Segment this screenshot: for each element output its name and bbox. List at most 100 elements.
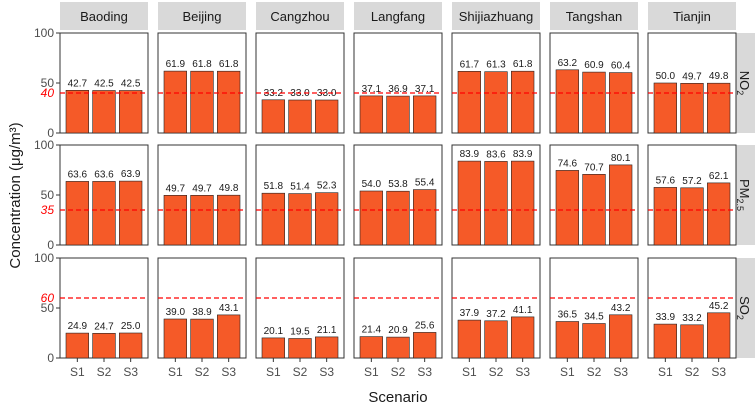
- value-label-langfang-no2-s2: 36.9: [388, 84, 408, 95]
- bar-cangzhou-so2-s3: [315, 336, 339, 359]
- bar-tangshan-no2-s2: [582, 71, 606, 134]
- bar-baoding-so2-s3: [119, 332, 143, 359]
- value-label-shijiazhuang-no2-s2: 61.3: [486, 60, 506, 71]
- value-label-tangshan-no2-s2: 60.9: [584, 60, 604, 71]
- value-label-tianjin-pm25-s3: 62.1: [709, 171, 729, 182]
- bar-tianjin-pm25-s1: [653, 187, 677, 246]
- bar-beijing-no2-s3: [217, 70, 241, 134]
- facet-label-tangshan: Tangshan: [566, 9, 622, 24]
- x-tick-label-langfang-s3: S3: [417, 365, 432, 379]
- bar-tangshan-so2-s2: [582, 323, 606, 359]
- y-axis-title: Concentration (μg/m³): [7, 122, 24, 268]
- value-label-beijing-pm25-s2: 49.7: [192, 183, 212, 194]
- facet-label-baoding: Baoding: [80, 9, 128, 24]
- value-label-baoding-so2-s1: 24.9: [68, 321, 88, 332]
- bar-tianjin-no2-s1: [653, 82, 677, 134]
- value-label-baoding-so2-s3: 25.0: [121, 321, 141, 332]
- value-label-tangshan-so2-s1: 36.5: [558, 310, 578, 321]
- x-axis-title: Scenario: [368, 389, 427, 406]
- value-label-baoding-no2-s3: 42.5: [121, 79, 141, 90]
- y-tick-label-so2-0: 0: [47, 351, 54, 365]
- bar-beijing-pm25-s3: [217, 194, 241, 246]
- bar-tangshan-so2-s1: [555, 321, 579, 359]
- value-label-langfang-so2-s2: 20.9: [388, 325, 408, 336]
- value-label-tianjin-no2-s2: 49.7: [682, 71, 702, 82]
- bar-baoding-so2-s1: [65, 332, 89, 359]
- y-tick-label-so2-50: 50: [41, 301, 55, 315]
- facet-strip-shijiazhuang: [452, 2, 540, 30]
- bar-tianjin-no2-s2: [680, 83, 704, 134]
- bar-cangzhou-pm25-s2: [288, 193, 312, 246]
- y-tick-label-pm25-0: 0: [47, 238, 54, 252]
- bar-langfang-no2-s2: [386, 95, 410, 134]
- value-label-tangshan-pm25-s1: 74.6: [558, 158, 578, 169]
- y-tick-label-pm25-100: 100: [34, 138, 54, 152]
- value-label-cangzhou-pm25-s2: 51.4: [290, 182, 310, 193]
- bar-baoding-pm25-s1: [65, 181, 89, 246]
- bar-shijiazhuang-so2-s1: [457, 319, 481, 359]
- x-tick-label-baoding-s3: S3: [123, 365, 138, 379]
- bar-tianjin-pm25-s2: [680, 187, 704, 246]
- value-label-shijiazhuang-so2-s1: 37.9: [460, 308, 480, 319]
- x-tick-label-baoding-s2: S2: [97, 365, 112, 379]
- value-label-langfang-so2-s1: 21.4: [362, 325, 382, 336]
- bar-beijing-so2-s1: [163, 318, 187, 359]
- value-label-baoding-no2-s2: 42.5: [94, 79, 114, 90]
- bar-shijiazhuang-no2-s3: [511, 70, 535, 134]
- bar-beijing-pm25-s1: [163, 195, 187, 246]
- threshold-axis-label-pm25: 35: [41, 203, 55, 217]
- bar-tangshan-pm25-s3: [609, 164, 633, 246]
- value-label-beijing-so2-s2: 38.9: [192, 307, 212, 318]
- facet-label-cangzhou: Cangzhou: [270, 9, 329, 24]
- x-tick-label-langfang-s2: S2: [391, 365, 406, 379]
- x-tick-label-baoding-s1: S1: [70, 365, 85, 379]
- bar-shijiazhuang-so2-s2: [484, 320, 508, 359]
- value-label-cangzhou-pm25-s1: 51.8: [264, 181, 284, 192]
- value-label-cangzhou-so2-s3: 21.1: [317, 325, 337, 336]
- x-tick-label-beijing-s1: S1: [168, 365, 183, 379]
- value-label-shijiazhuang-so2-s2: 37.2: [486, 309, 506, 320]
- value-label-cangzhou-no2-s3: 33.0: [317, 88, 337, 99]
- value-label-beijing-no2-s1: 61.9: [166, 59, 186, 70]
- value-label-tangshan-pm25-s3: 80.1: [611, 153, 631, 164]
- x-tick-label-cangzhou-s3: S3: [319, 365, 334, 379]
- bar-shijiazhuang-pm25-s2: [484, 161, 508, 246]
- value-label-beijing-so2-s3: 43.1: [219, 303, 239, 314]
- value-label-tianjin-pm25-s1: 57.6: [656, 175, 676, 186]
- value-label-beijing-no2-s3: 61.8: [219, 59, 239, 70]
- x-tick-label-beijing-s2: S2: [195, 365, 210, 379]
- threshold-axis-label-so2: 60: [41, 291, 55, 305]
- bar-cangzhou-so2-s2: [288, 338, 312, 359]
- value-label-shijiazhuang-pm25-s1: 83.9: [460, 149, 480, 160]
- value-label-shijiazhuang-so2-s3: 41.1: [513, 305, 533, 316]
- value-label-tianjin-pm25-s2: 57.2: [682, 176, 702, 187]
- bar-beijing-so2-s2: [190, 318, 214, 359]
- x-tick-label-langfang-s1: S1: [364, 365, 379, 379]
- value-label-cangzhou-so2-s1: 20.1: [264, 326, 284, 337]
- value-label-beijing-no2-s2: 61.8: [192, 59, 212, 70]
- bar-cangzhou-no2-s3: [315, 99, 339, 134]
- value-label-tangshan-so2-s2: 34.5: [584, 312, 604, 323]
- value-label-langfang-no2-s3: 37.1: [415, 84, 435, 95]
- y-tick-label-no2-50: 50: [41, 76, 55, 90]
- bar-tianjin-no2-s3: [707, 82, 731, 134]
- x-tick-label-beijing-s3: S3: [221, 365, 236, 379]
- bar-langfang-no2-s1: [359, 95, 383, 134]
- bar-langfang-pm25-s1: [359, 190, 383, 246]
- y-tick-label-no2-100: 100: [34, 26, 54, 40]
- value-label-shijiazhuang-pm25-s3: 83.9: [513, 149, 533, 160]
- value-label-langfang-no2-s1: 37.1: [362, 84, 382, 95]
- y-tick-label-pm25-50: 50: [41, 188, 55, 202]
- bar-cangzhou-no2-s2: [288, 99, 312, 134]
- facet-strip-langfang: [354, 2, 442, 30]
- threshold-axis-label-no2: 40: [41, 86, 55, 100]
- value-label-baoding-so2-s2: 24.7: [94, 321, 114, 332]
- bar-langfang-pm25-s2: [386, 190, 410, 246]
- bar-shijiazhuang-pm25-s3: [511, 160, 535, 246]
- bar-shijiazhuang-no2-s1: [457, 71, 481, 134]
- bar-tianjin-so2-s3: [707, 312, 731, 359]
- value-label-tangshan-so2-s3: 43.2: [611, 303, 631, 314]
- bar-cangzhou-pm25-s3: [315, 192, 339, 246]
- bar-baoding-no2-s3: [119, 90, 143, 134]
